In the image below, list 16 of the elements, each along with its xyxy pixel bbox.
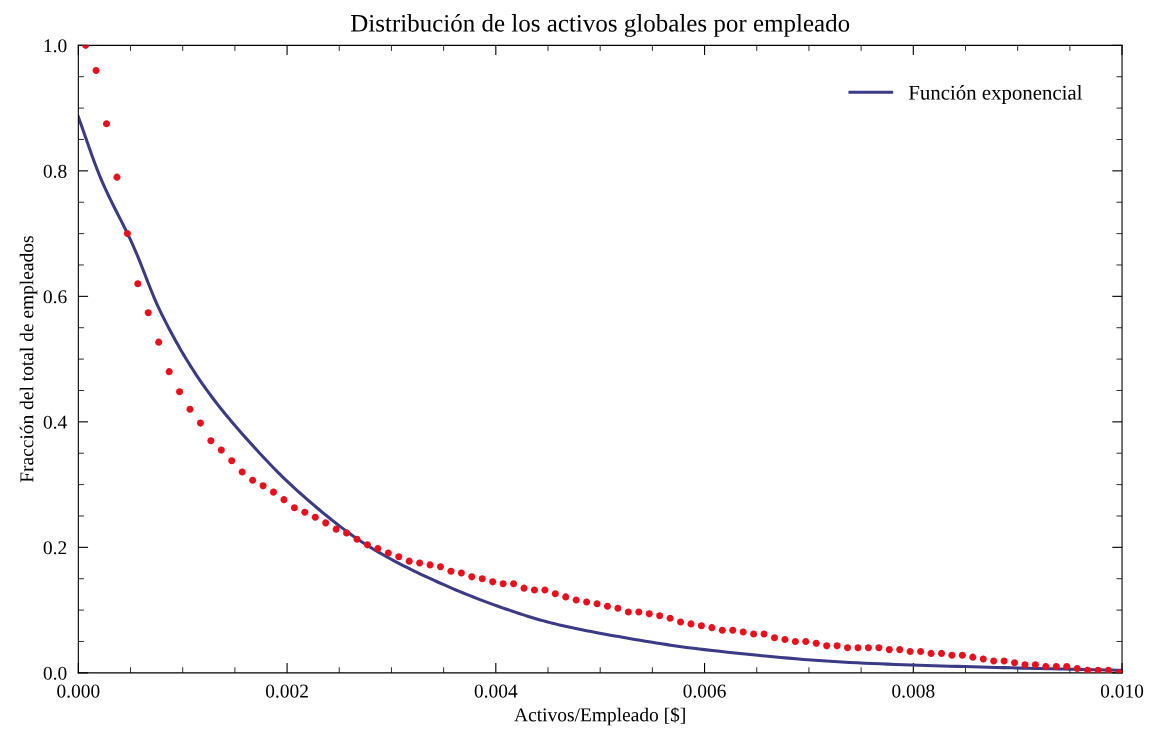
x-axis-title: Activos/Empleado [$]: [514, 707, 685, 726]
y-tick-label: 1.0: [44, 39, 67, 53]
x-tick-label: 0.002: [265, 684, 308, 698]
chart-title: Distribución de los activos globales por empleado: [350, 14, 850, 37]
y-tick-label: 0.8: [43, 164, 67, 178]
y-axis-title: Fracción del total de empleados: [19, 236, 38, 483]
x-tick-label: 0.006: [683, 684, 726, 698]
x-tick-label: 0.008: [892, 684, 935, 698]
y-tick-label: 0.4: [43, 415, 67, 429]
legend-label: Función exponencial: [908, 85, 1083, 104]
y-tick-label: 0.6: [43, 290, 67, 304]
x-tick-label: 0.010: [1100, 684, 1144, 698]
y-tick-label: 0.2: [43, 541, 67, 555]
y-tick-label: 0.0: [43, 666, 67, 680]
x-tick-label: 0.004: [474, 684, 518, 698]
x-tick-label: 0.000: [57, 684, 100, 698]
